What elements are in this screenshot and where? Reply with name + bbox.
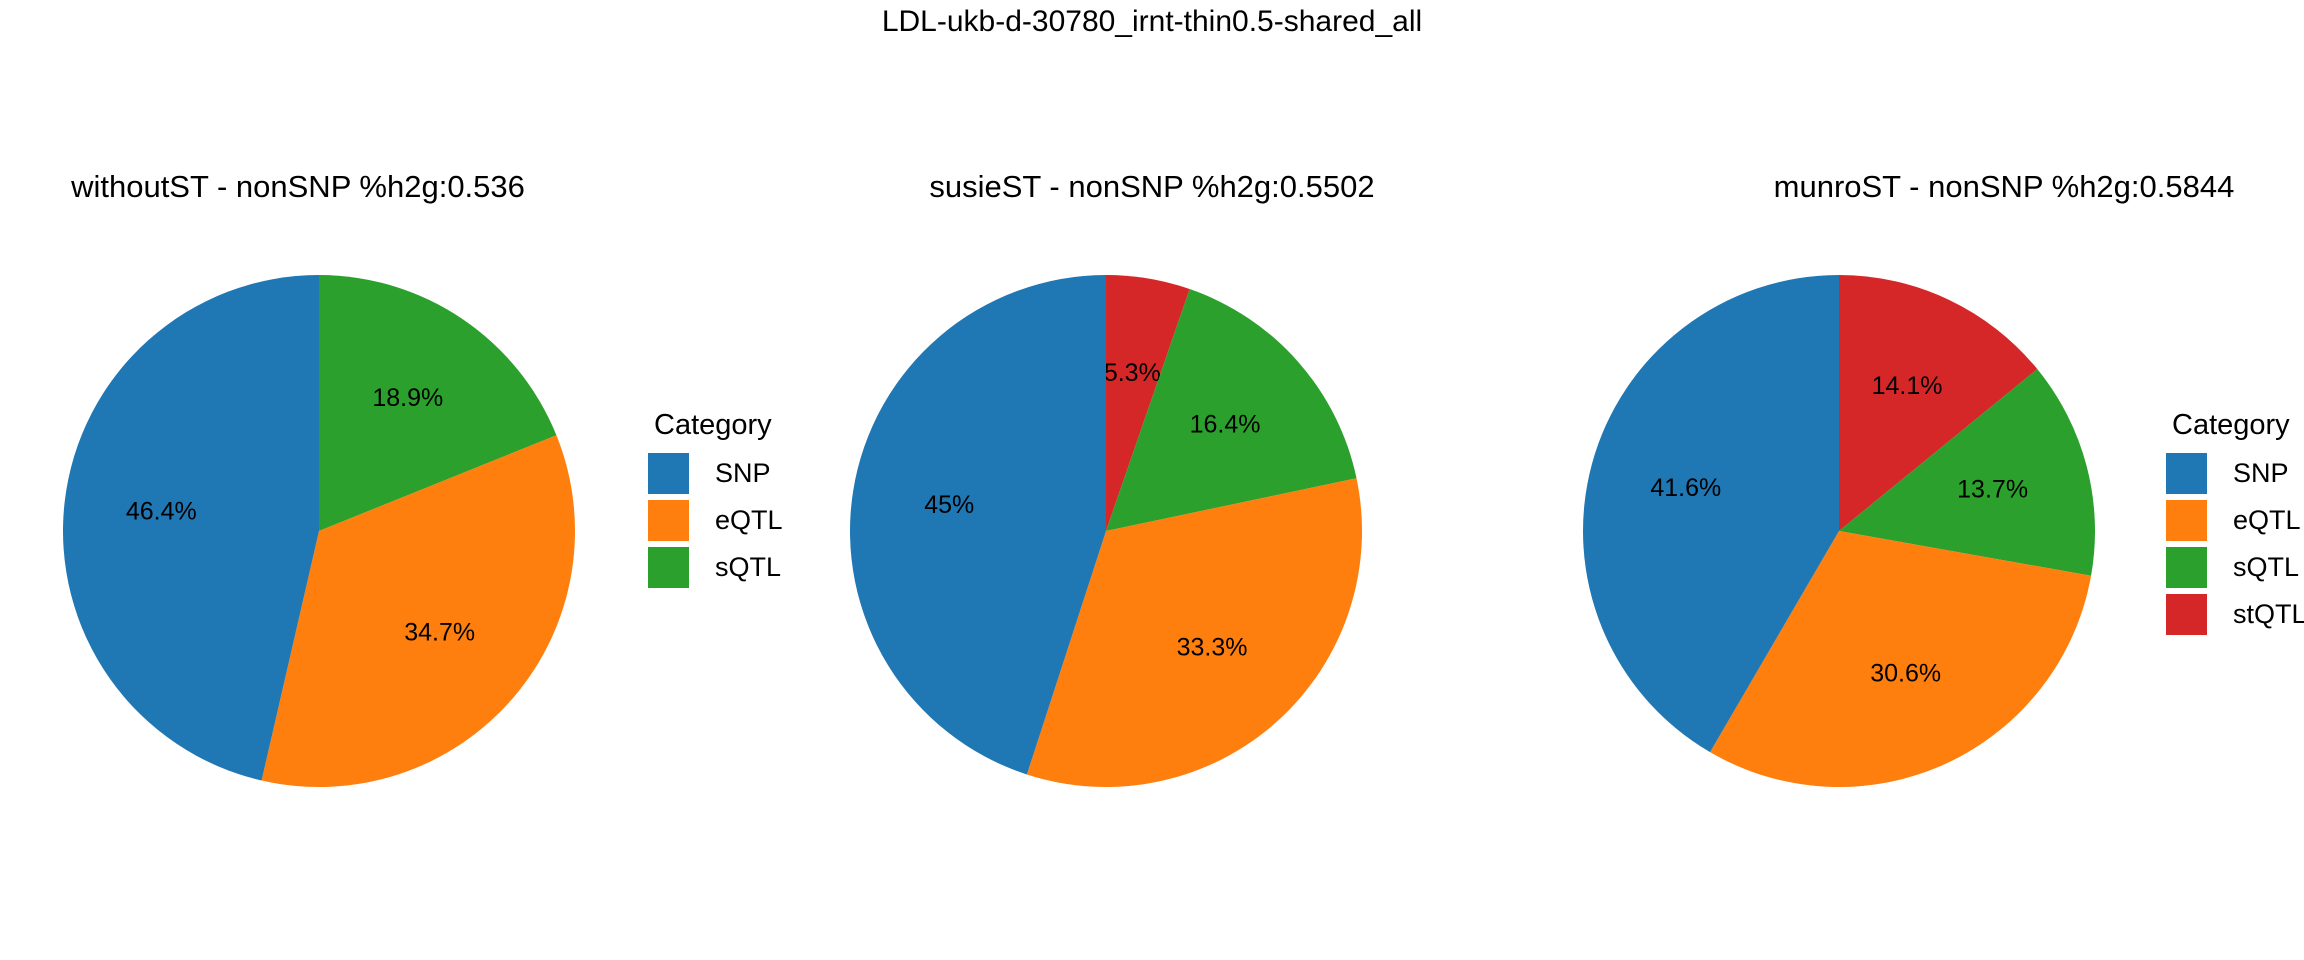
pie-slice[interactable] [1026,478,1362,787]
legend-item[interactable]: sQTL [648,544,783,591]
pie-slice[interactable] [1839,369,2095,576]
legend-label: stQTL [2233,599,2304,629]
legend-item[interactable]: SNP [2166,450,2304,497]
legend-item[interactable]: sQTL [2166,544,2304,591]
panel-title: susieST - nonSNP %h2g:0.5502 [929,169,1375,204]
pie-slice-label: 5.3% [1104,359,1161,387]
legend-swatch-snp [648,453,689,494]
figure-title: LDL-ukb-d-30780_irnt-thin0.5-shared_all [881,5,1423,38]
legend: Category SNP eQTL sQTL stQTL [2166,408,2304,638]
pie-chart: 5.3% 16.4% 33.3% 45% [850,275,1362,787]
legend-label: eQTL [715,505,783,535]
pie-panel-susiest: susieST - nonSNP %h2g:0.5502 5.3% 16.4% 33… [768,0,2304,960]
legend-title: Category [2172,409,2290,441]
legend-label: sQTL [715,552,782,582]
legend-label: SNP [2233,458,2289,488]
pie-panel-withoutst: withoutST - nonSNP %h2g:0.536 18.9% 34.7%… [0,0,783,960]
legend-swatch-eqtl [648,500,689,541]
legend-items: SNP eQTL sQTL [648,450,783,591]
legend-label: sQTL [2233,552,2300,582]
pie-panel-munrost: munroST - nonSNP %h2g:0.5844 14.1% 13.7% 3… [1536,0,2304,960]
legend-swatch-sqtl [2166,547,2207,588]
pie-slice[interactable] [1106,275,1190,531]
legend: Category SNP eQTL sQTL [648,408,783,591]
pie-slice-label: 14.1% [1872,372,1943,400]
pie-chart: 14.1% 13.7% 30.6% 41.6% [1583,275,2095,787]
pie-svg: 18.9% 34.7% 46.4% [63,275,575,787]
pie-svg: 5.3% 16.4% 33.3% 45% [850,275,1362,787]
pie-slice-label: 45% [924,491,974,519]
legend-item[interactable]: SNP [648,450,783,497]
pie-slice[interactable] [1106,289,1357,531]
legend-label: eQTL [2233,505,2301,535]
legend-label: SNP [715,458,771,488]
pie-slice-label: 46.4% [126,498,197,526]
pie-slice-label: 16.4% [1190,411,1261,439]
pie-slice-label: 30.6% [1870,660,1941,688]
legend-swatch-eqtl [2166,500,2207,541]
pie-slice[interactable] [1710,531,2092,787]
legend-title: Category [654,409,772,441]
pie-slice[interactable] [261,435,575,787]
pie-slice[interactable] [63,275,319,781]
pie-slice-label: 41.6% [1650,474,1721,502]
legend-item[interactable]: eQTL [648,497,783,544]
legend-swatch-snp [2166,453,2207,494]
legend-items: SNP eQTL sQTL stQTL [2166,450,2304,638]
panel-title: munroST - nonSNP %h2g:0.5844 [1773,169,2235,204]
pie-svg: 14.1% 13.7% 30.6% 41.6% [1583,275,2095,787]
pie-slice-label: 13.7% [1957,476,2028,504]
legend-item[interactable]: eQTL [2166,497,2304,544]
panel-title: withoutST - nonSNP %h2g:0.536 [71,169,525,204]
pie-slice[interactable] [850,275,1106,775]
pie-chart: 18.9% 34.7% 46.4% [63,275,575,787]
legend-swatch-sqtl [648,547,689,588]
pie-slice[interactable] [1583,275,1839,753]
legend-item[interactable]: stQTL [2166,591,2304,638]
pie-slice-label: 33.3% [1177,634,1248,662]
legend-swatch-stqtl [2166,594,2207,635]
pie-slice-label: 34.7% [404,619,475,647]
pie-slice[interactable] [319,275,557,531]
pie-slice[interactable] [1839,275,2038,531]
pie-slice-label: 18.9% [372,384,443,412]
